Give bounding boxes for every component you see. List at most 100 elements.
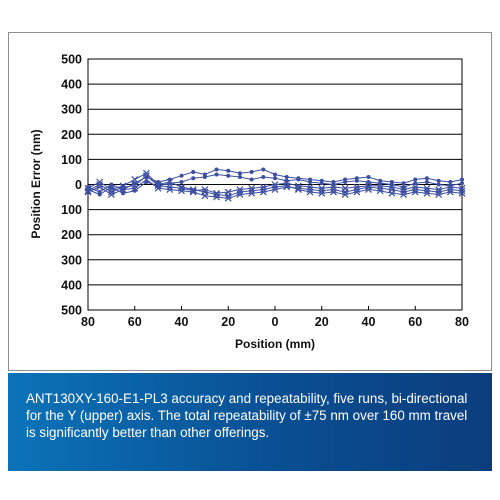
data-point bbox=[189, 187, 197, 195]
data-point bbox=[236, 186, 244, 193]
data-point bbox=[261, 167, 266, 172]
data-point bbox=[179, 179, 184, 184]
data-point bbox=[143, 172, 150, 180]
data-point bbox=[249, 169, 254, 174]
data-point bbox=[224, 194, 232, 202]
data-point bbox=[236, 191, 244, 198]
y-tick-label: 200 bbox=[61, 128, 82, 142]
data-point bbox=[97, 192, 102, 197]
data-point bbox=[273, 172, 277, 177]
series-5 bbox=[84, 172, 466, 197]
data-point bbox=[166, 178, 174, 186]
y-tick-label: 300 bbox=[61, 103, 82, 117]
data-point bbox=[318, 189, 326, 197]
data-point bbox=[435, 188, 443, 196]
data-point bbox=[353, 183, 361, 191]
data-point bbox=[259, 183, 267, 191]
y-tick-label: 100 bbox=[61, 153, 82, 167]
data-point bbox=[107, 191, 115, 198]
data-point bbox=[341, 191, 349, 198]
data-point bbox=[178, 184, 185, 192]
data-point bbox=[249, 177, 254, 182]
y-axis-label: Position Error (nm) bbox=[29, 129, 43, 238]
data-point bbox=[226, 168, 231, 173]
y-tick-label: 0 bbox=[75, 178, 82, 192]
data-point bbox=[131, 182, 139, 190]
data-point bbox=[435, 186, 443, 193]
data-point bbox=[413, 181, 418, 186]
data-point bbox=[413, 177, 418, 182]
data-point bbox=[388, 183, 396, 191]
data-point bbox=[306, 183, 314, 191]
data-point bbox=[458, 184, 466, 192]
x-tick-label: 20 bbox=[315, 315, 329, 329]
data-point bbox=[84, 187, 92, 195]
data-point bbox=[121, 191, 126, 196]
x-tick-label: 0 bbox=[272, 315, 279, 329]
x-tick-label: 60 bbox=[408, 315, 422, 329]
y-tick-label: 400 bbox=[61, 278, 82, 292]
data-point bbox=[213, 189, 220, 197]
data-point bbox=[330, 183, 337, 191]
data-point bbox=[179, 173, 184, 178]
data-point bbox=[154, 182, 162, 190]
data-point bbox=[424, 176, 429, 181]
data-point bbox=[424, 179, 429, 184]
y-tick-label: 400 bbox=[61, 78, 82, 92]
data-point bbox=[201, 192, 209, 200]
data-point bbox=[261, 174, 266, 179]
data-point bbox=[271, 181, 279, 188]
data-point bbox=[271, 186, 279, 193]
data-point bbox=[214, 167, 219, 172]
data-point bbox=[119, 183, 127, 191]
data-point bbox=[259, 188, 267, 196]
x-tick-label: 40 bbox=[362, 315, 376, 329]
data-point bbox=[365, 182, 372, 190]
data-point bbox=[191, 169, 196, 174]
data-point bbox=[226, 173, 231, 178]
x-tick-label: 80 bbox=[455, 315, 469, 329]
data-point bbox=[366, 174, 371, 179]
data-point bbox=[365, 183, 372, 191]
y-tick-label: 500 bbox=[61, 304, 82, 318]
data-point bbox=[166, 183, 174, 191]
data-point bbox=[107, 188, 115, 196]
data-point bbox=[283, 179, 291, 187]
y-tick-label: 200 bbox=[61, 228, 82, 242]
data-point bbox=[284, 174, 289, 179]
data-point bbox=[143, 169, 150, 177]
x-tick-label: 20 bbox=[221, 315, 235, 329]
data-point bbox=[318, 187, 326, 195]
data-point bbox=[273, 176, 277, 181]
data-point bbox=[96, 178, 104, 186]
data-point bbox=[376, 182, 384, 190]
data-point bbox=[366, 179, 371, 184]
caption-text: ANT130XY-160-E1-PL3 accuracy and repeata… bbox=[26, 391, 468, 440]
data-point bbox=[131, 176, 139, 183]
data-point bbox=[400, 188, 407, 196]
data-point bbox=[201, 186, 209, 193]
data-point bbox=[308, 179, 313, 184]
data-point bbox=[248, 189, 256, 197]
data-point bbox=[460, 177, 464, 182]
data-point bbox=[202, 174, 207, 179]
data-point bbox=[296, 177, 301, 182]
data-point bbox=[343, 179, 348, 184]
y-tick-label: 100 bbox=[61, 203, 82, 217]
data-point bbox=[436, 178, 441, 183]
data-point bbox=[400, 186, 407, 193]
data-point bbox=[318, 184, 326, 192]
data-point bbox=[436, 182, 441, 187]
data-point bbox=[458, 187, 466, 195]
x-tick-label: 80 bbox=[81, 315, 95, 329]
data-point bbox=[294, 182, 302, 190]
data-point bbox=[96, 183, 104, 191]
data-point bbox=[435, 191, 443, 198]
data-point bbox=[401, 181, 406, 186]
x-axis-label: Position (mm) bbox=[235, 337, 315, 351]
caption-box: ANT130XY-160-E1-PL3 accuracy and repeata… bbox=[8, 373, 492, 471]
data-point bbox=[400, 191, 407, 198]
y-tick-label: 300 bbox=[61, 253, 82, 267]
x-tick-label: 60 bbox=[128, 315, 142, 329]
